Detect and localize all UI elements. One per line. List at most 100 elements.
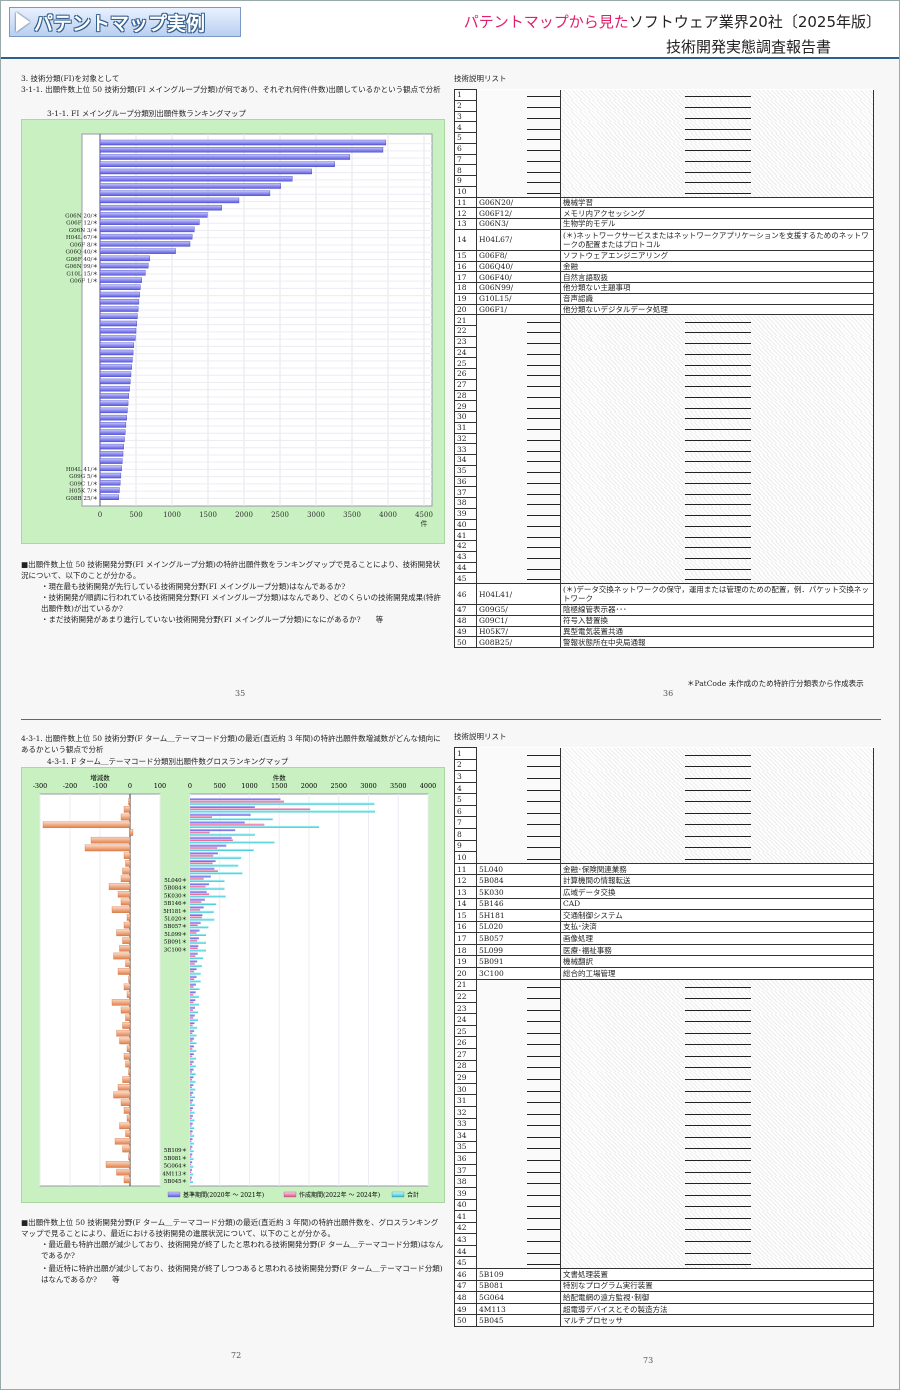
row-number: 31 (454, 421, 477, 434)
class-description (560, 347, 874, 358)
list-row: 32 (454, 1105, 874, 1119)
bar-recent (190, 977, 195, 981)
row-number: 2 (454, 758, 477, 772)
title-accent: パテントマップから見た (463, 13, 629, 31)
bar-recent (190, 954, 196, 957)
bar (99, 154, 351, 160)
bar-total (190, 980, 201, 983)
bar-change (128, 1153, 131, 1160)
bar-total (190, 1157, 194, 1160)
class-description (560, 551, 874, 562)
bar (99, 414, 127, 421)
bar-change (123, 806, 131, 813)
class-description (560, 840, 874, 852)
class-code: G09G5/ (476, 604, 561, 616)
bar (99, 248, 176, 254)
list-row: 31 (454, 421, 874, 434)
bar-recent (190, 985, 194, 988)
class-description (560, 1071, 874, 1084)
bar-total (190, 833, 255, 836)
class-description (560, 1106, 874, 1118)
list-row: 6 (454, 142, 874, 155)
row-number: 17 (454, 271, 477, 283)
tech-list-table-1: 1 2 3 4 5 6 7 8 9 10 11 G06N20/機械学習 12 G06F12/メモリ内アクセ… (454, 89, 874, 648)
class-code: 5B045 (476, 1314, 561, 1327)
row-number: 37 (454, 486, 477, 498)
row-number: 15 (454, 249, 477, 262)
list-title: 技術説明リスト (454, 74, 507, 83)
class-description (560, 805, 874, 817)
x-tick-label: 2000 (301, 782, 318, 790)
list-row: 29 (454, 400, 874, 412)
bar-change (113, 952, 131, 960)
row-number: 32 (454, 432, 477, 445)
list-row: 2 (454, 758, 874, 772)
class-description (560, 186, 874, 197)
class-code (476, 1199, 561, 1211)
class-description (560, 164, 874, 176)
bar-recent (190, 1085, 192, 1089)
bar-recent (190, 838, 233, 842)
bar-total (190, 1149, 194, 1153)
class-code: G06F12/ (476, 207, 561, 219)
bar-total (190, 1034, 197, 1037)
bar-base (190, 1068, 194, 1071)
bar (99, 400, 129, 406)
legend-label: 作成期間(2022年 ～ 2024年) (299, 1191, 380, 1199)
class-description (560, 1129, 874, 1142)
list-row: 43 (454, 550, 874, 563)
bar-change (90, 836, 131, 844)
row-number: 26 (454, 1036, 477, 1050)
legend-label: 基準期間(2020年 ～ 2021年) (183, 1191, 264, 1199)
row-number: 5 (454, 793, 477, 806)
class-code (476, 529, 561, 541)
bar-base (190, 859, 216, 862)
bar-recent (190, 831, 210, 834)
list-row: 19 5B091 機械翻訳 (454, 955, 874, 968)
list-row: 28 (454, 389, 874, 402)
bar-base (190, 1037, 195, 1040)
bar (99, 190, 271, 196)
row-number: 15 (454, 909, 477, 922)
class-code: 5L020 (476, 920, 561, 934)
class-code: 5L099 (476, 943, 561, 957)
row-number: 45 (454, 572, 477, 584)
x-tick-label: 1500 (199, 511, 217, 519)
class-code (476, 154, 561, 165)
list-row: 29 (454, 1071, 874, 1084)
class-code (476, 979, 561, 991)
list-row: 39 (454, 507, 874, 520)
row-number: 16 (454, 920, 477, 934)
category-label: G06F 40/＊ (66, 256, 98, 263)
bar-total (190, 964, 202, 967)
bar-recent (190, 1024, 193, 1027)
list-row: 16 5L020 支払･決済 (454, 920, 874, 934)
play-icon (16, 12, 30, 32)
class-code (476, 433, 561, 444)
bar-total (190, 1103, 195, 1106)
bar-change (113, 1091, 131, 1099)
section-title: 3. 技術分類(FI)を対象として (21, 74, 120, 83)
class-description (560, 411, 874, 423)
bar-change (111, 906, 131, 913)
class-description: (＊)データ交換ネットワークの保守，運用または管理のための配置，例．パケット交換… (560, 583, 874, 605)
bar-change (111, 999, 131, 1006)
class-description: 交通制御システム (560, 909, 874, 922)
class-code (476, 1233, 561, 1246)
bar-change (120, 898, 131, 906)
list-row: 10 (454, 851, 874, 864)
list-row: 30 (454, 1082, 874, 1096)
list-row: 38 (454, 497, 874, 509)
class-description (560, 1025, 874, 1037)
bar-change (122, 937, 131, 944)
bar-total (190, 1049, 197, 1052)
row-number: 32 (454, 1105, 477, 1119)
bar-base (190, 821, 245, 824)
list-row: 42 (454, 1221, 874, 1235)
bar-recent (190, 854, 214, 857)
category-label: 5H181＊ (163, 908, 187, 915)
category-label: G10L 15/＊ (66, 270, 98, 277)
row-number: 39 (454, 507, 477, 520)
bar-recent (190, 869, 218, 872)
list-row: 19 G10L15/音声認識 (454, 292, 874, 305)
